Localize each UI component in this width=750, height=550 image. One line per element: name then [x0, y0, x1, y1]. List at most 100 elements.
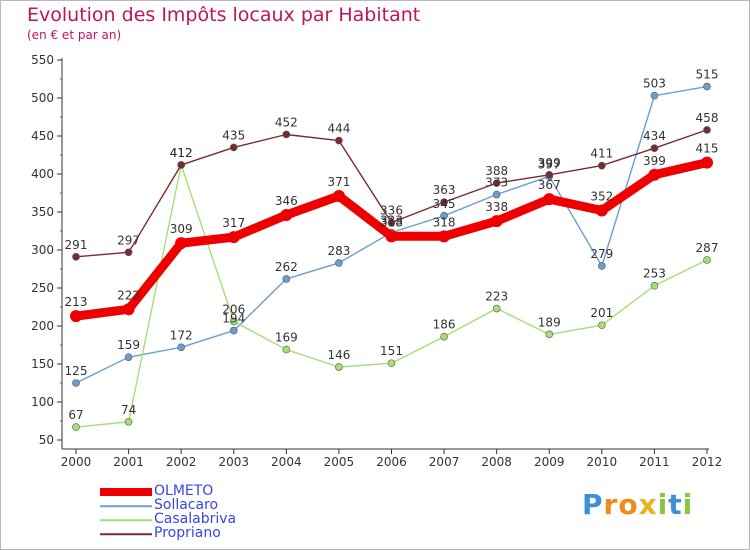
x-tick-label: 2010 [587, 455, 618, 469]
data-point-sollacaro [440, 212, 448, 220]
data-label-propriano: 388 [485, 164, 508, 178]
y-tick-label: 250 [31, 281, 54, 295]
data-point-sollacaro [282, 275, 291, 283]
data-label-olmeto: 367 [538, 178, 561, 192]
data-label-casalabriva: 223 [485, 290, 508, 304]
legend-label-sollacaro: Sollacaro [154, 497, 219, 513]
data-point-casalabriva [229, 317, 238, 326]
data-label-olmeto: 371 [327, 175, 350, 189]
y-tick-label: 550 [31, 53, 54, 67]
data-point-propriano [282, 130, 291, 139]
legend-swatch-olmeto [100, 488, 152, 496]
data-point-sollacaro [703, 82, 711, 91]
data-point-sollacaro [335, 259, 343, 267]
logo-letter: r [603, 488, 619, 521]
data-label-sollacaro: 397 [538, 157, 561, 171]
x-tick-label: 2009 [534, 455, 565, 469]
data-point-casalabriva [545, 330, 554, 339]
x-tick-label: 2007 [429, 455, 460, 469]
legend-item-sollacaro: Sollacaro [100, 497, 320, 513]
data-point-olmeto [332, 190, 345, 203]
y-tick-label: 200 [31, 319, 54, 333]
data-point-casalabriva [598, 321, 606, 330]
data-point-sollacaro [598, 262, 606, 270]
data-label-sollacaro: 503 [643, 77, 666, 91]
data-label-sollacaro: 283 [327, 244, 350, 258]
data-label-propriano: 291 [65, 238, 88, 252]
y-tick-label: 300 [31, 243, 54, 257]
data-point-olmeto [595, 204, 608, 217]
data-label-casalabriva: 151 [380, 344, 403, 358]
data-point-olmeto [227, 231, 240, 244]
data-label-propriano: 336 [380, 204, 403, 218]
data-label-olmeto: 309 [170, 222, 193, 236]
data-label-casalabriva: 412 [170, 146, 193, 160]
data-label-propriano: 435 [222, 128, 245, 142]
data-label-casalabriva: 74 [121, 403, 136, 417]
data-point-sollacaro [650, 91, 659, 100]
legend-label-propriano: Propriano [154, 525, 221, 541]
x-tick-label: 2006 [376, 455, 407, 469]
data-label-propriano: 458 [696, 111, 719, 125]
data-point-olmeto [175, 237, 188, 250]
data-point-olmeto [701, 156, 713, 169]
data-label-olmeto: 399 [643, 154, 666, 168]
data-point-propriano [177, 161, 185, 169]
logo-letter: t [668, 488, 683, 521]
data-label-sollacaro: 345 [433, 197, 456, 211]
legend-swatch-casalabriva [100, 519, 152, 521]
x-tick-label: 2000 [61, 455, 92, 469]
data-label-sollacaro: 262 [275, 260, 298, 274]
chart-legend: OLMETO Sollacaro Casalabriva Propriano [100, 483, 320, 541]
data-label-casalabriva: 169 [275, 331, 298, 345]
y-tick-label: 400 [31, 167, 54, 181]
x-tick-label: 2008 [481, 455, 512, 469]
data-label-casalabriva: 201 [590, 306, 613, 320]
x-tick-label: 2002 [166, 455, 197, 469]
data-point-olmeto [385, 230, 398, 243]
data-label-casalabriva: 67 [68, 408, 83, 422]
x-tick-label: 2012 [692, 455, 723, 469]
data-label-propriano: 452 [275, 115, 298, 129]
data-point-olmeto [543, 193, 556, 206]
x-tick-label: 2001 [113, 455, 144, 469]
data-label-sollacaro: 515 [696, 68, 719, 82]
data-label-casalabriva: 287 [696, 241, 719, 255]
data-label-casalabriva: 253 [643, 267, 666, 281]
data-label-propriano: 444 [327, 122, 350, 136]
data-point-sollacaro [177, 343, 185, 352]
data-label-olmeto: 352 [590, 189, 613, 203]
data-point-olmeto [648, 168, 661, 181]
data-label-olmeto: 415 [696, 142, 719, 156]
data-label-propriano: 434 [643, 129, 666, 143]
data-point-casalabriva [650, 281, 659, 290]
y-tick-label: 150 [31, 357, 54, 371]
data-label-propriano: 363 [433, 183, 456, 197]
x-tick-label: 2005 [324, 455, 355, 469]
data-point-olmeto [490, 215, 503, 228]
proxiti-logo: Proxiti [582, 488, 693, 521]
logo-letter: x [638, 488, 658, 521]
data-label-casalabriva: 186 [433, 318, 456, 332]
y-tick-label: 350 [31, 205, 54, 219]
legend-swatch-sollacaro [100, 505, 152, 507]
data-label-propriano: 297 [117, 233, 140, 247]
data-point-casalabriva [72, 423, 80, 431]
legend-swatch-propriano [100, 533, 152, 535]
x-tick-label: 2011 [639, 455, 670, 469]
data-point-sollacaro [124, 353, 133, 361]
data-label-olmeto: 213 [65, 295, 88, 309]
logo-letter: i [682, 488, 694, 521]
data-label-olmeto: 346 [275, 194, 298, 208]
y-tick-label: 500 [31, 91, 54, 105]
data-label-sollacaro: 125 [65, 364, 88, 378]
data-point-casalabriva [703, 256, 711, 264]
data-point-propriano [387, 218, 396, 227]
x-tick-label: 2003 [218, 455, 249, 469]
data-point-propriano [229, 143, 238, 152]
data-point-casalabriva [440, 332, 448, 341]
data-point-casalabriva [282, 345, 291, 354]
logo-letter: o [618, 488, 639, 521]
y-tick-label: 50 [39, 433, 54, 447]
legend-label-olmeto: OLMETO [154, 483, 214, 499]
